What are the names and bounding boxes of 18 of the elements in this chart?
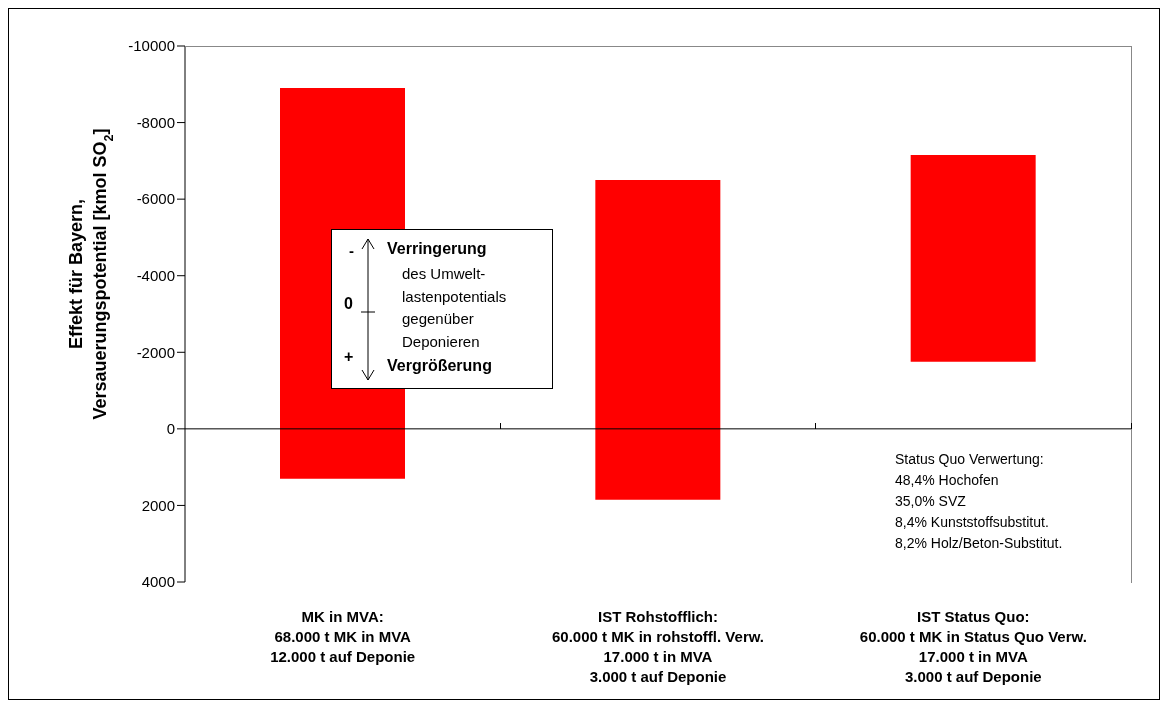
annotation: 0 <box>344 295 353 313</box>
annotation: des Umwelt- lastenpotentials gegenüber Deponieren <box>402 264 507 352</box>
annotation: + <box>344 348 354 366</box>
x-tick-label: IST Status Quo: 60.000 t MK in Status Quo Verw. 17.000 t in MVA 3.000 t auf Deponie <box>859 608 1087 685</box>
annotation: Verringerung <box>387 240 487 258</box>
x-tick-label: IST Rohstofflich: 60.000 t MK in rohstoffl. Verw. 17.000 t in MVA 3.000 t auf Deponie <box>552 608 764 685</box>
y-tick-label: 2000 <box>141 496 175 514</box>
y-tick-label: -6000 <box>136 190 175 208</box>
y-tick-label: -8000 <box>136 113 175 131</box>
y-tick-label: 0 <box>166 420 175 438</box>
y-tick-label: -10000 <box>128 37 175 55</box>
annotation: Vergrößerung <box>387 357 492 375</box>
annotation: Status Quo Verwertung: 48,4% Hochofen 35,0% SVZ 8,4% Kunststoffsubstitut. 8,2% Holz/Beton-Substitut. <box>895 450 1063 553</box>
y-tick-label: 4000 <box>141 573 175 591</box>
annotation: - <box>349 242 354 259</box>
y-tick-label: -2000 <box>136 343 175 361</box>
x-tick-label: MK in MVA: 68.000 t MK in MVA 12.000 t auf Deponie <box>270 608 416 665</box>
y-tick-label: -4000 <box>136 267 175 285</box>
